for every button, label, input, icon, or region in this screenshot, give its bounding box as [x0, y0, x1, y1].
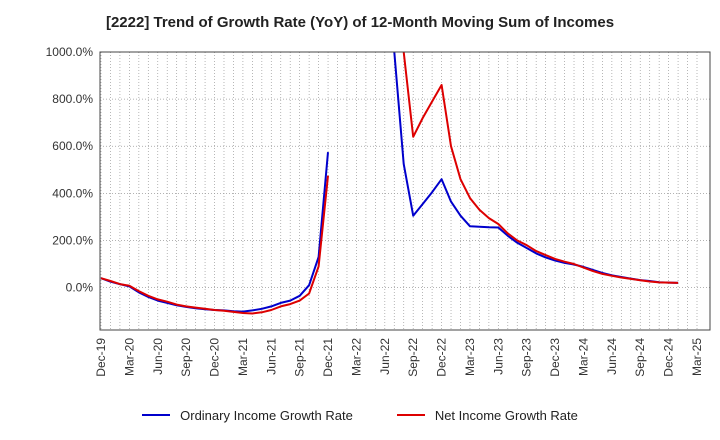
- x-tick-label: Sep-24: [633, 338, 647, 377]
- legend: Ordinary Income Growth Rate Net Income G…: [0, 404, 720, 426]
- x-tick-label: Dec-20: [208, 338, 222, 377]
- x-tick-label: Sep-20: [179, 338, 193, 377]
- legend-item-net: Net Income Growth Rate: [396, 404, 578, 426]
- series-lines: [100, 52, 679, 315]
- axes: 0.0% 200.0% 400.0% 600.0% 800.0% 1000.0% Dec-1…: [46, 45, 704, 377]
- x-tick-label: Jun-24: [605, 338, 619, 375]
- x-tick-label: Dec-19: [94, 338, 108, 377]
- chart-title: [2222] Trend of Growth Rate (YoY) of 12-…: [105, 14, 615, 31]
- y-tick-label: 0.0%: [66, 281, 94, 295]
- x-tick-label: Mar-22: [349, 338, 363, 376]
- x-tick-label: Mar-24: [576, 338, 590, 376]
- x-tick-label: Sep-23: [520, 338, 534, 377]
- x-tick-label: Mar-23: [463, 338, 477, 376]
- x-tick-label: Jun-22: [378, 338, 392, 375]
- y-tick-label: 400.0%: [52, 186, 93, 200]
- legend-label-net: Net Income Growth Rate: [434, 407, 578, 423]
- x-tick-label: Jun-20: [151, 338, 165, 375]
- y-tick-label: 800.0%: [52, 92, 93, 106]
- y-tick-label: 200.0%: [52, 233, 93, 247]
- x-tick-label: Mar-21: [236, 338, 250, 376]
- x-tick-label: Jun-21: [264, 338, 278, 375]
- grid-lines: [100, 51, 710, 330]
- legend-swatch-ordinary: [142, 414, 171, 416]
- series-line-net-income: [100, 52, 679, 315]
- y-tick-label: 600.0%: [52, 139, 93, 153]
- legend-item-ordinary: Ordinary Income Growth Rate: [142, 404, 353, 426]
- legend-swatch-net: [396, 414, 425, 416]
- x-tick-label: Dec-22: [435, 338, 449, 377]
- y-tick-label: 1000.0%: [46, 45, 94, 59]
- series-line-ordinary-income: [100, 52, 679, 313]
- legend-label-ordinary: Ordinary Income Growth Rate: [180, 407, 353, 423]
- x-tick-label: Sep-22: [406, 338, 420, 377]
- x-tick-label: Dec-21: [321, 338, 335, 377]
- x-tick-label: Mar-20: [122, 338, 136, 376]
- x-tick-label: Jun-23: [491, 338, 505, 375]
- x-tick-label: Dec-24: [662, 338, 676, 377]
- x-tick-label: Dec-23: [548, 338, 562, 377]
- plot-frame: [99, 51, 711, 331]
- x-tick-label: Sep-21: [293, 338, 307, 377]
- x-tick-label: Mar-25: [690, 338, 704, 376]
